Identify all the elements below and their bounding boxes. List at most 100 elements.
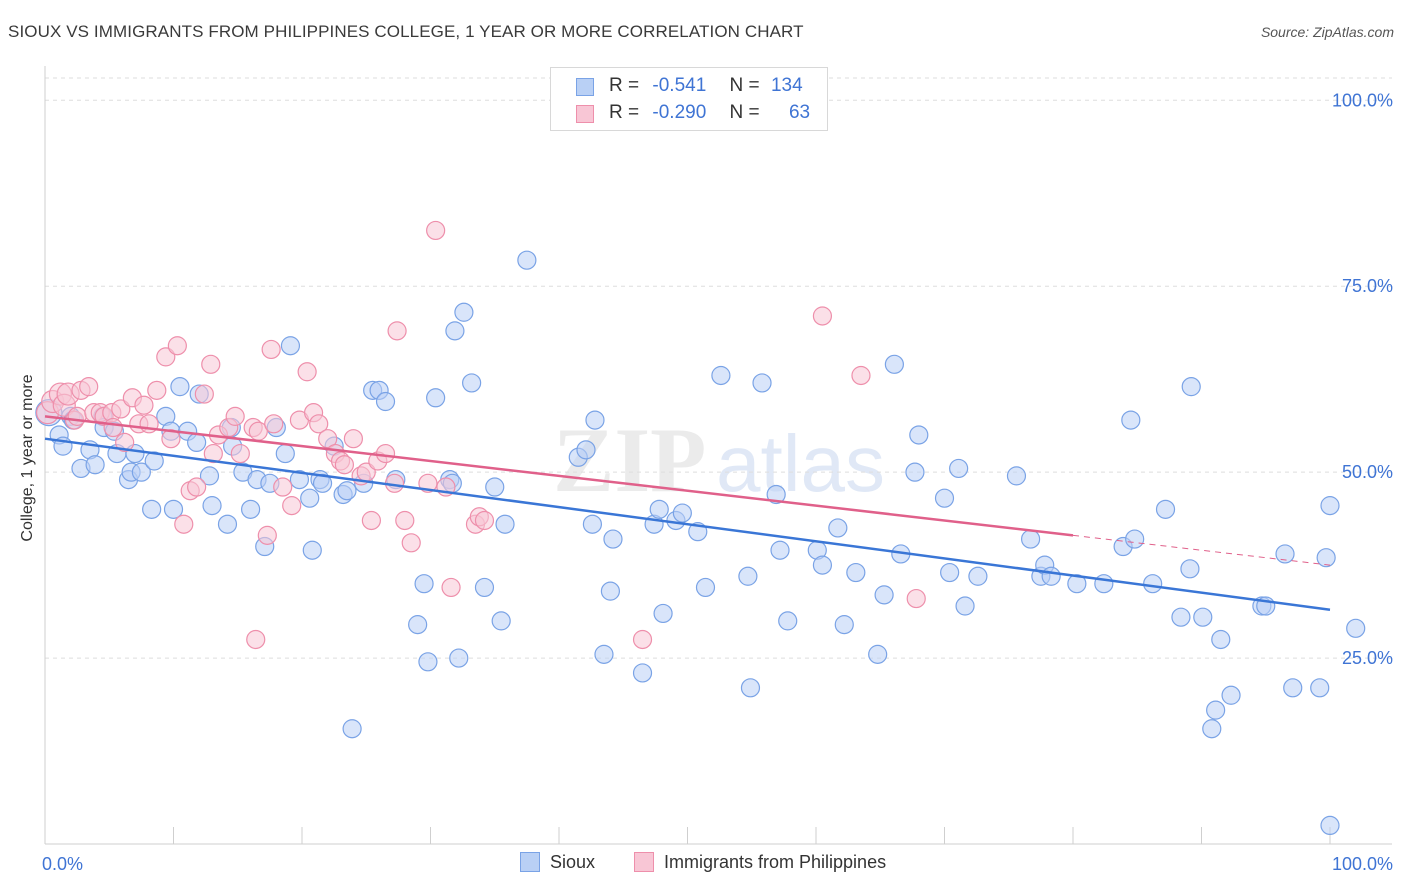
point-sioux	[495, 514, 515, 534]
point-sioux	[1206, 700, 1226, 720]
point-philippines	[387, 321, 407, 341]
point-sioux	[142, 499, 162, 519]
point-sioux	[1320, 815, 1340, 836]
point-sioux	[1006, 466, 1027, 486]
point-sioux	[449, 648, 469, 668]
legend-item-sioux[interactable]: Sioux	[520, 852, 595, 873]
point-sioux	[711, 365, 731, 386]
point-sioux	[672, 503, 692, 523]
point-philippines	[147, 380, 167, 400]
point-sioux	[241, 499, 261, 519]
point-sioux	[582, 514, 603, 534]
data-points	[35, 220, 1366, 836]
y-tick-label: 75.0%	[1342, 276, 1393, 296]
tick-labels: 25.0% 50.0% 75.0% 100.0% 0.0% 100.0%	[42, 90, 1393, 874]
x-tick-label: 100.0%	[1332, 854, 1393, 874]
point-philippines	[161, 429, 181, 449]
point-sioux	[1202, 719, 1222, 739]
point-philippines	[103, 417, 123, 438]
point-sioux	[1143, 574, 1163, 594]
point-sioux	[462, 373, 482, 393]
point-sioux	[1283, 678, 1303, 698]
point-sioux	[603, 529, 623, 549]
point-sioux	[649, 499, 669, 519]
x-tick-label: 0.0%	[42, 854, 83, 874]
point-philippines	[375, 443, 396, 464]
y-tick-label: 50.0%	[1342, 462, 1393, 482]
legend-item-philippines[interactable]: Immigrants from Philippines	[634, 852, 886, 873]
point-sioux	[202, 496, 222, 516]
point-sioux	[131, 462, 151, 482]
point-sioux	[1180, 559, 1200, 579]
point-sioux	[1020, 529, 1041, 549]
legend-r-value: -0.541	[652, 75, 707, 96]
point-sioux	[909, 425, 929, 445]
point-sioux	[312, 473, 333, 493]
point-sioux	[217, 514, 238, 534]
point-philippines	[187, 477, 207, 497]
point-philippines	[297, 362, 317, 382]
point-sioux	[812, 555, 833, 575]
legend-n-label: N =	[729, 75, 760, 96]
point-sioux	[585, 410, 605, 430]
point-philippines	[906, 588, 926, 609]
point-sioux	[770, 540, 790, 560]
point-sioux	[874, 585, 894, 605]
point-sioux	[491, 611, 511, 631]
point-sioux	[187, 432, 207, 453]
point-philippines	[194, 384, 214, 404]
point-sioux	[738, 566, 758, 586]
point-sioux	[170, 377, 190, 397]
point-philippines	[167, 336, 187, 356]
point-philippines	[361, 510, 381, 531]
point-sioux	[968, 566, 988, 586]
point-sioux	[884, 354, 904, 374]
point-philippines	[343, 429, 363, 449]
legend-swatch-sioux	[520, 852, 540, 872]
correlation-legend: R = -0.541 N = 134 R = -0.290 N = 63	[550, 67, 828, 131]
legend-r-value: -0.290	[652, 102, 707, 123]
y-tick-label: 25.0%	[1342, 648, 1393, 668]
source-note: Source: ZipAtlas.com	[1260, 24, 1394, 40]
point-sioux	[408, 615, 428, 635]
point-sioux	[905, 462, 925, 482]
point-sioux	[740, 678, 761, 698]
point-philippines	[230, 443, 250, 464]
point-sioux	[632, 663, 653, 683]
point-sioux	[934, 488, 955, 508]
point-philippines	[273, 477, 293, 497]
point-sioux	[1094, 574, 1114, 594]
point-sioux	[275, 443, 295, 464]
point-sioux	[1320, 496, 1340, 516]
point-philippines	[246, 629, 266, 650]
point-sioux	[778, 611, 798, 631]
legend-r-label: R =	[609, 102, 640, 123]
watermark-atlas: atlas	[716, 419, 885, 508]
point-sioux	[302, 540, 322, 560]
point-sioux	[1193, 607, 1213, 627]
point-sioux	[454, 302, 474, 322]
legend-n-value: 63	[788, 102, 811, 123]
point-sioux	[600, 581, 621, 601]
point-sioux	[828, 518, 848, 538]
point-philippines	[334, 455, 355, 475]
point-philippines	[395, 510, 415, 531]
point-sioux	[1181, 377, 1201, 397]
point-sioux	[163, 499, 184, 519]
point-philippines	[156, 347, 176, 367]
point-sioux	[1221, 685, 1241, 705]
point-sioux	[868, 644, 888, 664]
point-sioux	[337, 481, 357, 501]
point-sioux	[474, 577, 495, 598]
legend-swatch-sioux	[576, 78, 594, 96]
trend-line-sioux	[44, 437, 1331, 611]
legend-n-label: N =	[729, 102, 760, 123]
point-sioux	[445, 321, 465, 341]
point-sioux	[1316, 548, 1336, 568]
point-philippines	[474, 510, 495, 531]
point-philippines	[225, 406, 245, 426]
point-sioux	[594, 644, 614, 664]
point-sioux	[1171, 607, 1191, 627]
point-philippines	[632, 629, 653, 650]
point-sioux	[1121, 410, 1141, 430]
